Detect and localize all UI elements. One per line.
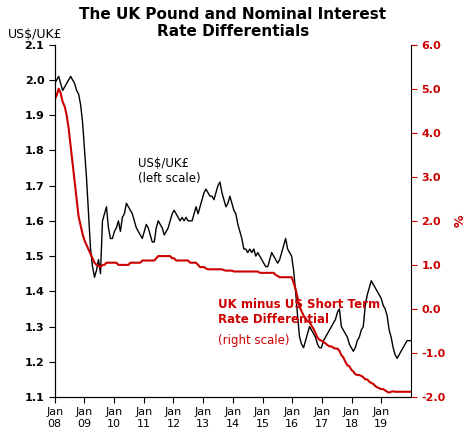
Text: UK minus US Short Term
Rate Differential: UK minus US Short Term Rate Differential — [218, 298, 380, 327]
Text: (right scale): (right scale) — [218, 334, 290, 347]
Title: The UK Pound and Nominal Interest
Rate Differentials: The UK Pound and Nominal Interest Rate D… — [79, 7, 386, 39]
Text: US$/UK£: US$/UK£ — [9, 28, 63, 41]
Y-axis label: %: % — [454, 215, 467, 227]
Text: US$/UK£
(left scale): US$/UK£ (left scale) — [138, 157, 201, 185]
